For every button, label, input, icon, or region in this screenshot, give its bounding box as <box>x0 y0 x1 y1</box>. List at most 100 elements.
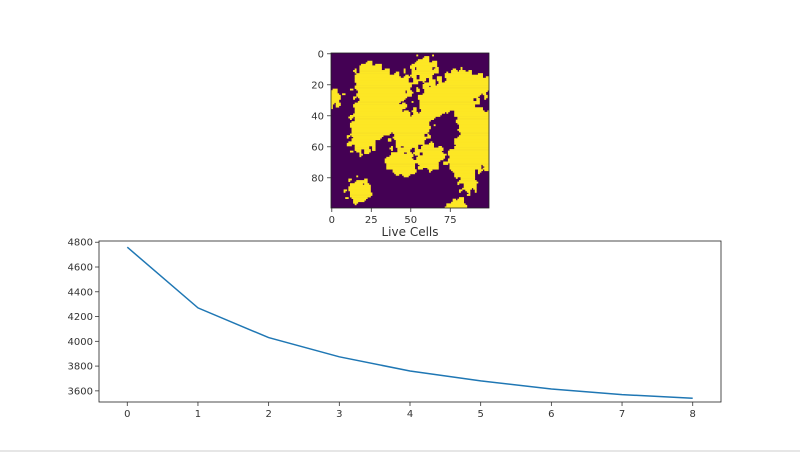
live-cell-run <box>462 187 472 190</box>
live-cell-run <box>411 110 417 113</box>
live-cell-run <box>430 85 490 88</box>
live-cell-run <box>353 198 367 201</box>
live-cell-run <box>348 189 371 192</box>
live-cell-run <box>463 186 477 189</box>
live-cell-run <box>406 91 414 94</box>
live-cell-run <box>349 125 431 128</box>
live-cell-run <box>364 152 370 155</box>
live-cell-run <box>476 97 480 100</box>
live-cell-run <box>356 180 368 182</box>
y-tick-label: 4800 <box>68 238 93 249</box>
live-cell-run <box>411 68 416 71</box>
live-cell-run <box>451 201 465 204</box>
live-cell-run <box>458 130 490 133</box>
live-cell-run <box>482 167 490 170</box>
live-cell-run <box>386 163 416 165</box>
live-cell-run <box>406 90 412 93</box>
live-cell-run <box>447 158 490 161</box>
live-cell-run <box>419 111 446 114</box>
live-cell-run <box>446 203 466 206</box>
live-cell-run <box>410 66 416 69</box>
x-tick-label: 0 <box>124 409 130 420</box>
live-cell-run <box>365 62 373 65</box>
live-cell-run <box>454 139 490 142</box>
live-cell-run <box>397 150 411 153</box>
live-cell-run <box>455 119 490 122</box>
live-cell-run <box>395 71 400 74</box>
live-cell-run <box>419 107 483 110</box>
live-cell-run <box>392 170 417 173</box>
live-cell-run <box>460 66 463 69</box>
live-cell-run <box>353 136 382 139</box>
live-cell-run <box>359 99 404 102</box>
live-cell-run <box>449 149 490 151</box>
x-tick-label: 4 <box>407 409 413 420</box>
live-cell-run <box>428 170 431 173</box>
live-cell-run <box>484 96 488 99</box>
live-cell-run <box>416 156 446 159</box>
live-cell-run <box>446 111 449 114</box>
live-cell-run <box>391 152 404 155</box>
live-cell-run <box>419 104 476 106</box>
live-cell-run <box>384 68 390 71</box>
live-cell-run <box>346 136 349 139</box>
live-cell-run <box>348 180 351 182</box>
live-cell-run <box>351 138 381 141</box>
live-cell-run <box>446 79 490 82</box>
live-cell-run <box>460 177 476 179</box>
live-cell-run <box>387 138 392 141</box>
live-cell-run <box>421 146 434 148</box>
live-cell-run <box>349 88 354 91</box>
y-tick-label: 60 <box>311 142 324 153</box>
live-cell-run <box>443 163 449 165</box>
live-cell-run <box>416 90 420 93</box>
live-cell-run <box>455 121 490 124</box>
live-cell-run <box>458 135 490 137</box>
live-cell-run <box>349 133 390 136</box>
live-cell-run <box>428 77 433 80</box>
live-cell-run <box>351 128 430 131</box>
live-cell-run <box>349 190 371 193</box>
live-cell-run <box>454 138 490 141</box>
live-cell-run <box>386 164 416 167</box>
live-cell-run <box>331 90 338 93</box>
live-cell-run <box>364 178 368 181</box>
live-cell-run <box>359 70 390 72</box>
live-cell-run <box>444 73 472 75</box>
live-cell-run <box>451 70 458 72</box>
live-cell-run <box>414 153 420 156</box>
live-cell-run <box>419 99 474 102</box>
live-cell-run <box>454 141 490 144</box>
live-cell-run <box>455 177 458 179</box>
live-cell-run <box>359 66 382 69</box>
live-cell-run <box>356 88 411 91</box>
live-cell-run <box>411 115 441 117</box>
live-cell-run <box>413 107 417 110</box>
live-cell-run <box>351 132 392 134</box>
live-cell-run <box>356 93 412 96</box>
y-tick-label: 40 <box>311 111 324 122</box>
live-cell-run <box>359 97 406 100</box>
live-cell-run <box>422 93 482 96</box>
x-tick-label: 6 <box>548 409 554 420</box>
live-cell-run <box>353 201 359 204</box>
live-cell-run <box>454 147 490 150</box>
live-cell-run <box>427 135 431 137</box>
live-cell-run <box>395 141 425 144</box>
live-cell-run <box>422 87 490 89</box>
live-cell-run <box>449 156 490 159</box>
cell-grid-frame <box>330 52 490 209</box>
live-cell-run <box>395 173 400 176</box>
live-cell-run <box>414 147 419 150</box>
live-cell-run <box>354 149 362 151</box>
live-cell-run <box>419 164 439 167</box>
live-cell-run <box>444 206 468 209</box>
live-cell-run <box>348 178 352 181</box>
live-cell-run <box>411 71 439 74</box>
live-cell-run <box>354 111 411 114</box>
live-cell-run <box>354 147 370 150</box>
live-cell-run <box>354 102 400 105</box>
live-cell-run <box>372 149 376 151</box>
live-cell-run <box>351 135 384 137</box>
live-cell-run <box>354 116 436 119</box>
